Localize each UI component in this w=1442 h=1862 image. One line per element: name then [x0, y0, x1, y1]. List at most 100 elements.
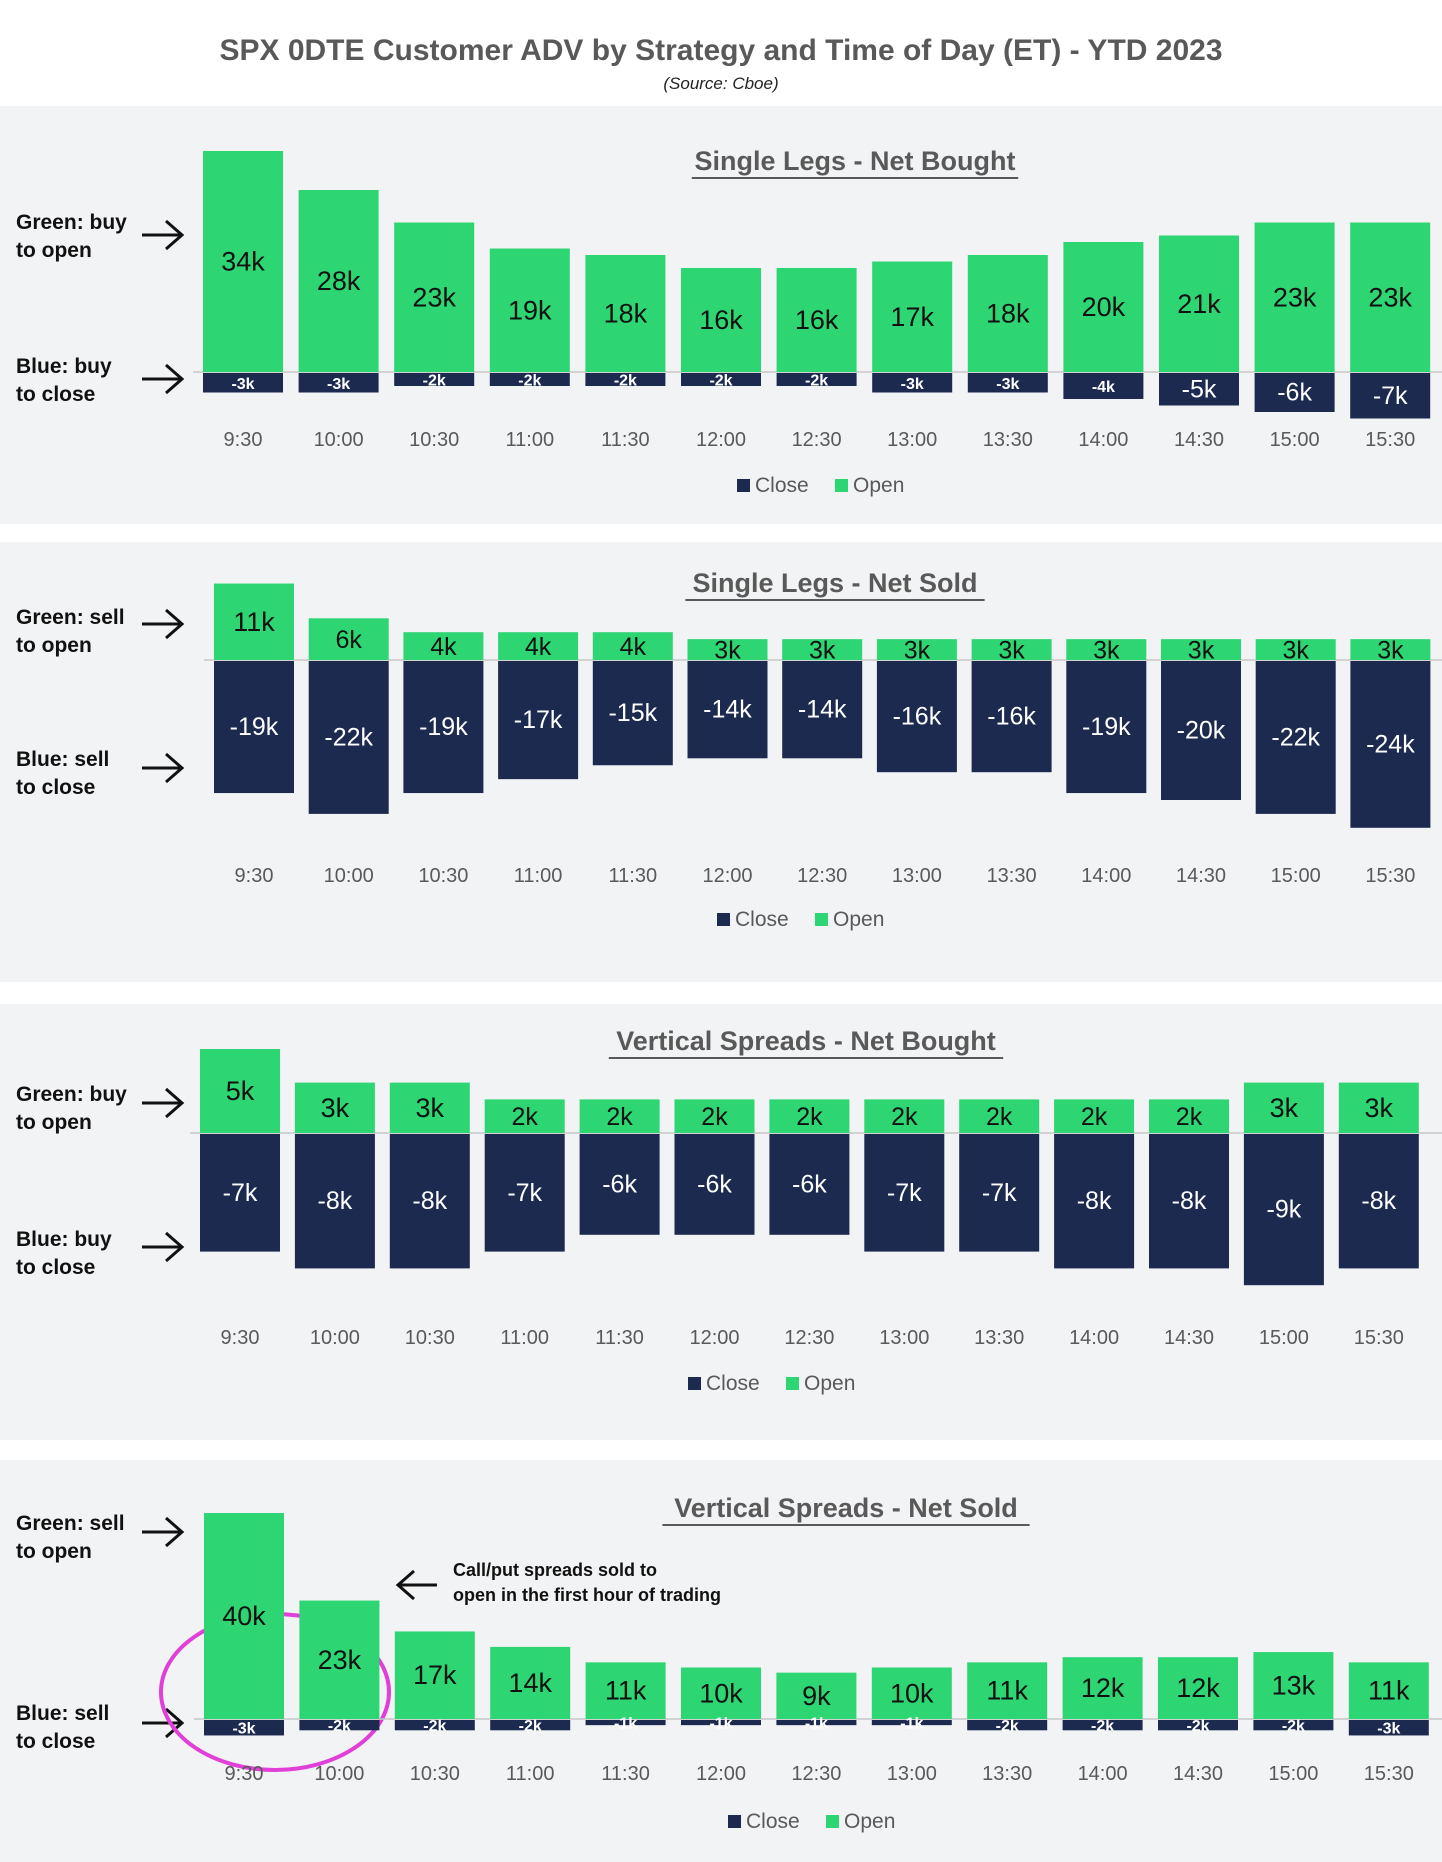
bar-open — [876, 639, 957, 660]
tick-label: 14:00 — [1078, 1763, 1128, 1785]
chart-vertical-spreads-net-sold: Vertical Spreads - Net Sold 40k -3k 9:30 23k… — [159, 1493, 1442, 1833]
tick-label: 15:00 — [1270, 429, 1320, 451]
data-label-open: 23k — [412, 282, 456, 312]
tick-label: 10:00 — [314, 429, 364, 451]
right-arrow-icon — [142, 363, 185, 395]
side-label-bottom-line2: to close — [16, 383, 96, 406]
side-label-top: Green: buy to open — [16, 209, 127, 265]
legend-label-close: Close — [746, 1810, 800, 1833]
data-label-close: -2k — [1091, 1718, 1114, 1735]
legend-swatch-open — [826, 1815, 839, 1828]
tick-label: 11:30 — [609, 865, 658, 887]
bar-open — [489, 248, 570, 372]
bar-open — [971, 639, 1052, 660]
data-label-open: 13k — [1272, 1671, 1316, 1701]
data-label-close: -8k — [412, 1187, 447, 1215]
side-label-bottom-line1: Blue: buy — [16, 1228, 112, 1251]
bar-close — [687, 661, 768, 759]
data-label-close: -14k — [703, 696, 752, 724]
bar-close — [298, 373, 379, 393]
tick-label: 11:30 — [601, 1763, 650, 1785]
bar-close — [1158, 1720, 1238, 1731]
bar-open — [687, 639, 768, 660]
bar-close — [967, 373, 1048, 393]
bar-close — [876, 661, 957, 773]
tick-label: 10:00 — [310, 1327, 360, 1349]
data-label-close: -7k — [507, 1179, 542, 1207]
tick-label: 12:00 — [702, 865, 752, 887]
data-label-close: -1k — [614, 1716, 637, 1733]
data-label-open: 11k — [986, 1676, 1028, 1706]
bar-open — [1159, 235, 1239, 372]
bar-close — [1348, 1720, 1429, 1736]
bar-open — [389, 1082, 470, 1133]
tick-label: 11:00 — [514, 865, 563, 887]
right-arrow-icon — [142, 608, 185, 640]
bar-open — [200, 1049, 280, 1133]
bar-open — [871, 1667, 952, 1719]
data-label-close: -6k — [697, 1170, 732, 1198]
side-label-bottom: Blue: sell to close — [16, 746, 109, 802]
bar-open — [674, 1099, 755, 1133]
tick-label: 11:00 — [506, 429, 555, 451]
tick-label: 14:30 — [1164, 1327, 1214, 1349]
data-label-open: 4k — [430, 633, 457, 661]
data-label-close: -3k — [901, 376, 924, 393]
bar-open — [1338, 1082, 1419, 1133]
tick-label: 15:30 — [1365, 429, 1415, 451]
data-label-close: -6k — [1277, 379, 1312, 407]
bar-close — [1062, 1720, 1143, 1731]
data-label-open: 6k — [335, 626, 362, 654]
tick-label: 12:30 — [792, 429, 842, 451]
bar-open — [1149, 1099, 1229, 1133]
data-label-open: 11k — [605, 1676, 647, 1706]
tick-label: 10:30 — [409, 429, 459, 451]
annotation-line1: Call/put spreads sold to — [453, 1560, 658, 1580]
bar-open — [769, 1099, 850, 1133]
data-label-open: 3k — [416, 1093, 445, 1123]
legend-label-open: Open — [853, 474, 904, 497]
side-label-bottom-line2: to close — [16, 1730, 96, 1753]
bar-close — [967, 1720, 1048, 1731]
data-label-open: 12k — [1176, 1673, 1220, 1703]
bar-close — [403, 661, 484, 794]
bar-close — [776, 373, 857, 386]
legend-swatch-open — [835, 479, 848, 492]
bar-open — [681, 268, 761, 372]
bar-open — [308, 618, 389, 660]
legend-swatch-open — [815, 913, 828, 926]
bar-open — [782, 639, 863, 660]
side-label-bottom: Blue: buy to close — [16, 353, 112, 409]
bar-open — [403, 632, 484, 660]
side-label-top-line2: to open — [16, 1111, 92, 1134]
data-label-open: 2k — [796, 1103, 823, 1131]
bar-open — [776, 1672, 857, 1719]
bar-open — [203, 151, 283, 372]
data-label-close: -2k — [709, 373, 732, 390]
data-label-close: -4k — [1092, 379, 1115, 396]
bar-open — [214, 583, 294, 660]
data-label-close: -2k — [1282, 1718, 1305, 1735]
bar-close — [1253, 1720, 1334, 1731]
bar-close — [490, 1720, 571, 1731]
bar-open — [585, 1662, 666, 1719]
side-label-top-line2: to open — [16, 634, 92, 657]
bar-open — [1255, 639, 1336, 660]
bar-open — [394, 222, 475, 372]
side-label-bottom-line1: Blue: sell — [16, 1702, 110, 1725]
tick-label: 12:00 — [696, 1763, 746, 1785]
data-label-open: 18k — [604, 299, 648, 329]
data-label-open: 3k — [321, 1093, 350, 1123]
data-label-close: -5k — [1182, 375, 1217, 403]
side-label-bottom: Blue: sell to close — [16, 1700, 109, 1756]
bar-close — [394, 1720, 475, 1731]
legend-label-open: Open — [804, 1372, 855, 1395]
tick-label: 10:30 — [405, 1327, 455, 1349]
bar-close — [1338, 1134, 1419, 1269]
tick-label: 14:00 — [1081, 865, 1131, 887]
tick-label: 14:30 — [1173, 1763, 1223, 1785]
tick-label: 13:30 — [987, 865, 1037, 887]
tick-label: 13:00 — [887, 1763, 937, 1785]
data-label-close: -3k — [1377, 1721, 1400, 1738]
bar-open — [498, 632, 579, 660]
